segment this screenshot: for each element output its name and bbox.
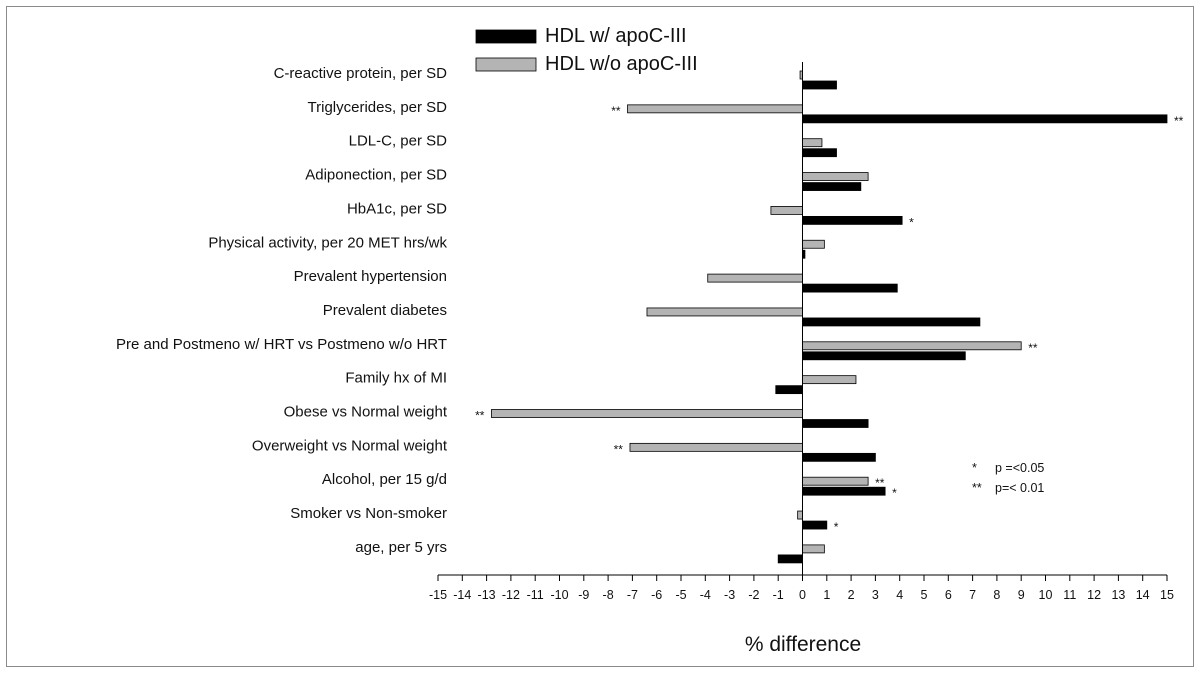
significance-marker: *: [892, 486, 897, 500]
x-tick-label: 3: [872, 588, 879, 602]
category-label: Obese vs Normal weight: [284, 404, 448, 421]
bar-hdl-without-apoc3: [629, 442, 803, 452]
x-axis-title: % difference: [745, 633, 861, 656]
bar-hdl-with-apoc3: [775, 385, 803, 395]
category-label: Physical activity, per 20 MET hrs/wk: [208, 234, 447, 251]
category-label: Prevalent hypertension: [294, 268, 447, 285]
bar-hdl-with-apoc3: [802, 148, 837, 158]
category-label: Overweight vs Normal weight: [252, 437, 448, 454]
significance-text: p =<0.05: [995, 461, 1044, 475]
significance-marker: *: [834, 520, 839, 534]
x-tick-label: 14: [1136, 588, 1150, 602]
x-tick-label: 6: [945, 588, 952, 602]
bar-hdl-without-apoc3: [627, 104, 803, 114]
significance-marker: **: [875, 476, 885, 490]
bar-hdl-without-apoc3: [802, 544, 825, 554]
x-tick-label: -13: [478, 588, 496, 602]
x-tick-label: 5: [921, 588, 928, 602]
x-tick-label: 15: [1160, 588, 1174, 602]
bar-hdl-without-apoc3: [491, 409, 803, 418]
bar-hdl-without-apoc3: [646, 307, 803, 317]
bar-hdl-without-apoc3: [802, 375, 857, 385]
bar-hdl-with-apoc3: [802, 419, 869, 428]
x-tick-label: 11: [1063, 588, 1076, 602]
x-axis: -15 -14 -13 -12 -11 -10 -9 -8 -7 -6 -5 -4 -3 -2 -1 0 1 2 3…: [429, 62, 1174, 602]
significance-marker: **: [475, 409, 485, 423]
bar-hdl-without-apoc3: [802, 138, 823, 148]
significance-text: p=< 0.01: [995, 481, 1044, 495]
x-tick-label: -5: [675, 588, 686, 602]
bar-hdl-with-apoc3: [802, 486, 886, 496]
bar-hdl-with-apoc3: [802, 283, 898, 293]
x-tick-label: -8: [603, 588, 614, 602]
x-tick-label: 7: [969, 588, 976, 602]
significance-marker: **: [1174, 114, 1184, 128]
bar-hdl-without-apoc3: [802, 476, 869, 486]
bar-hdl-without-apoc3: [770, 205, 803, 215]
bar-hdl-without-apoc3: [802, 341, 1022, 351]
x-tick-label: 2: [848, 588, 855, 602]
category-label: Pre and Postmeno w/ HRT vs Postmeno w/o …: [116, 336, 447, 353]
x-tick-label: 13: [1111, 588, 1125, 602]
bars: [491, 70, 1168, 564]
x-tick-label: -3: [724, 588, 735, 602]
x-tick-label: -14: [453, 588, 471, 602]
category-label: Adiponection, per SD: [305, 167, 447, 184]
category-label: HbA1c, per SD: [347, 200, 447, 217]
significance-legend: * p =<0.05 ** p=< 0.01: [972, 461, 1044, 495]
bar-hdl-without-apoc3: [802, 239, 825, 249]
significance-marker: *: [909, 215, 914, 229]
x-tick-label: -15: [429, 588, 447, 602]
legend-swatch-with-apoc3: [475, 29, 537, 44]
bar-hdl-with-apoc3: [802, 80, 837, 90]
x-tick-label: -7: [627, 588, 638, 602]
x-tick-label: 8: [993, 588, 1000, 602]
bar-hdl-with-apoc3: [777, 554, 803, 564]
significance-marker: **: [614, 442, 624, 456]
x-tick-label: 10: [1039, 588, 1053, 602]
x-tick-label: -9: [578, 588, 589, 602]
x-tick-label: -2: [748, 588, 759, 602]
x-tick-label: -12: [502, 588, 520, 602]
legend-swatch-without-apoc3: [475, 57, 537, 72]
x-tick-label: -1: [773, 588, 784, 602]
category-label: Triglycerides, per SD: [308, 99, 448, 116]
significance-marker: **: [1028, 341, 1038, 355]
significance-marker: **: [611, 104, 621, 118]
x-tick-label: 4: [896, 588, 903, 602]
bar-hdl-without-apoc3: [707, 273, 803, 283]
legend-label: HDL w/o apoC-III: [545, 53, 698, 75]
x-tick-label: 12: [1087, 588, 1101, 602]
category-label: Family hx of MI: [345, 370, 447, 387]
significance-symbol: **: [972, 481, 982, 495]
category-label: Prevalent diabetes: [323, 302, 447, 319]
bar-hdl-with-apoc3: [802, 215, 903, 225]
bar-hdl-with-apoc3: [802, 114, 1168, 124]
category-label: C-reactive protein, per SD: [274, 65, 448, 82]
bar-hdl-with-apoc3: [802, 351, 966, 361]
x-tick-label: 9: [1018, 588, 1025, 602]
x-tick-label: -11: [527, 588, 544, 602]
category-label: LDL-C, per SD: [349, 133, 448, 150]
x-tick-label: 1: [823, 588, 830, 602]
bar-hdl-with-apoc3: [802, 182, 862, 191]
legend: HDL w/ apoC-III HDL w/o apoC-III: [475, 25, 698, 75]
x-tick-label: 0: [799, 588, 806, 602]
x-tick-label: -10: [550, 588, 568, 602]
bar-hdl-with-apoc3: [802, 452, 876, 462]
bar-hdl-with-apoc3: [802, 317, 981, 327]
significance-annotations: ***************: [475, 104, 1184, 534]
x-tick-label: -6: [651, 588, 662, 602]
category-label: Smoker vs Non-smoker: [290, 505, 447, 522]
category-labels: C-reactive protein, per SD Triglycerides,…: [116, 65, 448, 556]
legend-label: HDL w/ apoC-III: [545, 25, 687, 47]
category-label: age, per 5 yrs: [355, 539, 447, 556]
bar-hdl-without-apoc3: [797, 510, 803, 520]
significance-symbol: *: [972, 461, 977, 475]
bar-hdl-without-apoc3: [802, 172, 869, 181]
category-label: Alcohol, per 15 g/d: [322, 471, 447, 488]
bar-hdl-with-apoc3: [802, 520, 828, 530]
x-tick-label: -4: [700, 588, 711, 602]
